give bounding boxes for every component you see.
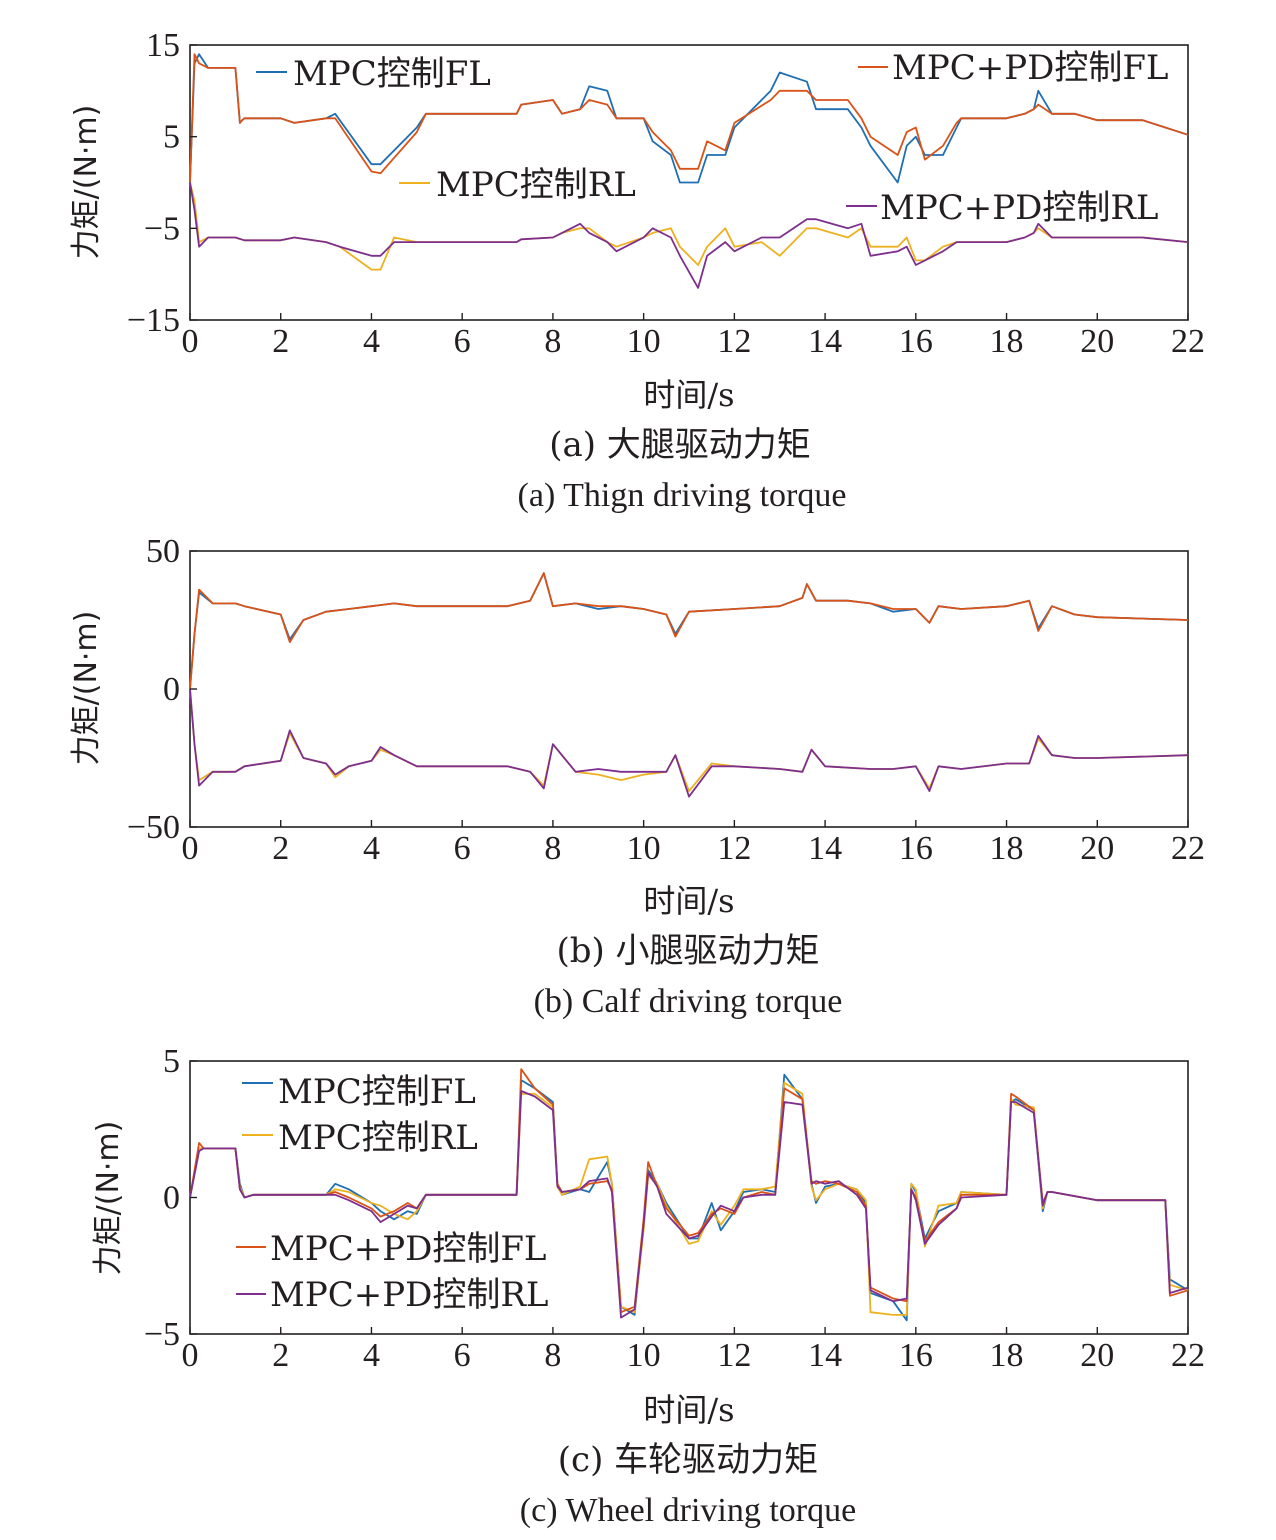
x-tick-label: 18 — [990, 323, 1024, 360]
panel-b-caption-cn: (b) 小腿驱动力矩 — [556, 931, 819, 971]
panel-a-x-ticks: 0 2 4 6 8 10 12 14 16 18 20 22 — [182, 313, 1205, 360]
panel-c-y-axis-label: 力矩/(N·m) — [91, 1121, 126, 1276]
x-tick-label: 8 — [544, 323, 561, 360]
series-line-rl — [189, 688, 1189, 792]
x-tick-label: 4 — [363, 323, 380, 360]
legend-label-rl: MPC控制RL — [278, 1118, 478, 1158]
x-tick-label: 18 — [990, 830, 1024, 867]
x-tick-label: 10 — [627, 1337, 661, 1374]
x-tick-label: 16 — [899, 323, 933, 360]
x-tick-label: 8 — [544, 830, 561, 867]
x-tick-label: 6 — [454, 830, 471, 867]
x-tick-label: 20 — [1080, 830, 1114, 867]
x-tick-label: 0 — [182, 830, 199, 867]
y-tick-label: 50 — [146, 533, 180, 570]
panel-a-y-ticks: 15 5 −5 −15 — [127, 27, 197, 339]
x-tick-label: 12 — [717, 323, 751, 360]
panel-c-legend-fl: MPC控制FL — [242, 1072, 476, 1112]
panel-b-y-ticks: 50 0 −50 — [127, 533, 197, 846]
y-tick-label: −50 — [127, 809, 180, 846]
x-tick-label: 2 — [272, 323, 289, 360]
panel-a-caption-en: (a) Thign driving torque — [518, 477, 847, 514]
y-tick-label: 0 — [163, 1180, 180, 1217]
legend-label-pdfl: MPC+PD控制FL — [270, 1229, 547, 1269]
panel-b-caption-en: (b) Calf driving torque — [534, 983, 843, 1020]
panel-c-plot-area — [189, 1068, 1189, 1322]
panel-c-x-ticks: 0 2 4 6 8 10 12 14 16 18 20 22 — [182, 1327, 1205, 1374]
x-tick-label: 0 — [182, 1337, 199, 1374]
panel-c-x-axis-label: 时间/s — [643, 1391, 734, 1429]
panel-a-legend-fl: MPC控制FL — [256, 54, 491, 94]
x-tick-label: 14 — [808, 1337, 842, 1374]
legend-label-rl: MPC控制RL — [436, 165, 636, 205]
panel-c-legend-pdfl: MPC+PD控制FL — [236, 1229, 547, 1269]
x-tick-label: 10 — [627, 323, 661, 360]
series-line-pdrl — [189, 182, 1189, 289]
panel-b-x-axis-label: 时间/s — [643, 882, 734, 920]
panel-b: 500−50 0 2 4 6 8 10 12 14 16 18 20 22 力矩/(N·m) 时间/s… — [69, 533, 1205, 1020]
x-tick-label: 16 — [899, 1337, 933, 1374]
panel-a-caption-cn: (a) 大腿驱动力矩 — [549, 425, 811, 465]
panel-a-y-axis-label: 力矩/(N·m) — [69, 105, 104, 260]
panel-b-plot-area — [189, 572, 1189, 798]
panel-b-x-ticks: 0 2 4 6 8 10 12 14 16 18 20 22 — [182, 820, 1205, 867]
panel-c-y-ticks: 5 0 −5 — [144, 1043, 197, 1353]
panel-a-x-axis-label: 时间/s — [643, 376, 734, 414]
y-tick-label: 15 — [146, 27, 180, 64]
x-tick-label: 20 — [1080, 323, 1114, 360]
x-tick-label: 4 — [363, 1337, 380, 1374]
x-tick-label: 8 — [544, 1337, 561, 1374]
series-line-pdfl — [189, 572, 1189, 690]
x-tick-label: 20 — [1080, 1337, 1114, 1374]
panel-a: 15 5 −5 −15 0 2 4 6 8 10 12 14 16 18 20 22 力矩/(N·m) 时间… — [69, 27, 1205, 514]
x-tick-label: 0 — [182, 323, 199, 360]
panel-b-y-axis-label: 力矩/(N·m) — [69, 611, 104, 766]
legend-label-pdrl: MPC+PD控制RL — [270, 1275, 549, 1315]
series-line-pdfl — [189, 53, 1189, 183]
y-tick-label: 5 — [163, 1043, 180, 1080]
y-tick-label: −15 — [127, 302, 180, 339]
panel-c-caption-cn: (c) 车轮驱动力矩 — [558, 1440, 818, 1480]
panel-a-plot-area — [189, 53, 1189, 289]
x-tick-label: 2 — [272, 830, 289, 867]
panel-a-legend-pdfl: MPC+PD控制FL — [858, 48, 1169, 88]
panel-c-caption-en: (c) Wheel driving torque — [520, 1492, 856, 1529]
series-line-rl — [189, 1081, 1189, 1316]
panel-c-legend-pdrl: MPC+PD控制RL — [236, 1275, 549, 1315]
x-tick-label: 4 — [363, 830, 380, 867]
panel-b-frame — [189, 550, 1189, 828]
y-tick-label: 0 — [163, 671, 180, 708]
y-tick-label: −5 — [144, 210, 180, 247]
x-tick-label: 22 — [1171, 830, 1205, 867]
x-tick-label: 14 — [808, 323, 842, 360]
panel-a-legend-rl: MPC控制RL — [399, 165, 636, 205]
x-tick-label: 6 — [454, 323, 471, 360]
legend-label-pdrl: MPC+PD控制RL — [880, 188, 1159, 228]
series-line-pdrl — [189, 688, 1189, 798]
x-tick-label: 22 — [1171, 1337, 1205, 1374]
x-tick-label: 12 — [717, 1337, 751, 1374]
y-tick-label: −5 — [144, 1316, 180, 1353]
legend-label-fl: MPC控制FL — [293, 54, 491, 94]
x-tick-label: 16 — [899, 830, 933, 867]
legend-label-pdfl: MPC+PD控制FL — [892, 48, 1169, 88]
panel-c: 50−5 0 2 4 6 8 10 12 14 16 18 20 22 力矩/(N·m) 时间/s (… — [91, 1043, 1205, 1529]
x-tick-label: 14 — [808, 830, 842, 867]
y-tick-label: 5 — [163, 119, 180, 156]
x-tick-label: 22 — [1171, 323, 1205, 360]
panel-c-legend-rl: MPC控制RL — [242, 1118, 478, 1158]
panel-a-legend-pdrl: MPC+PD控制RL — [846, 188, 1159, 228]
legend-label-fl: MPC控制FL — [278, 1072, 476, 1112]
x-tick-label: 10 — [627, 830, 661, 867]
x-tick-label: 2 — [272, 1337, 289, 1374]
x-tick-label: 12 — [717, 830, 751, 867]
series-line-pdrl — [189, 1090, 1189, 1319]
x-tick-label: 18 — [990, 1337, 1024, 1374]
x-tick-label: 6 — [454, 1337, 471, 1374]
